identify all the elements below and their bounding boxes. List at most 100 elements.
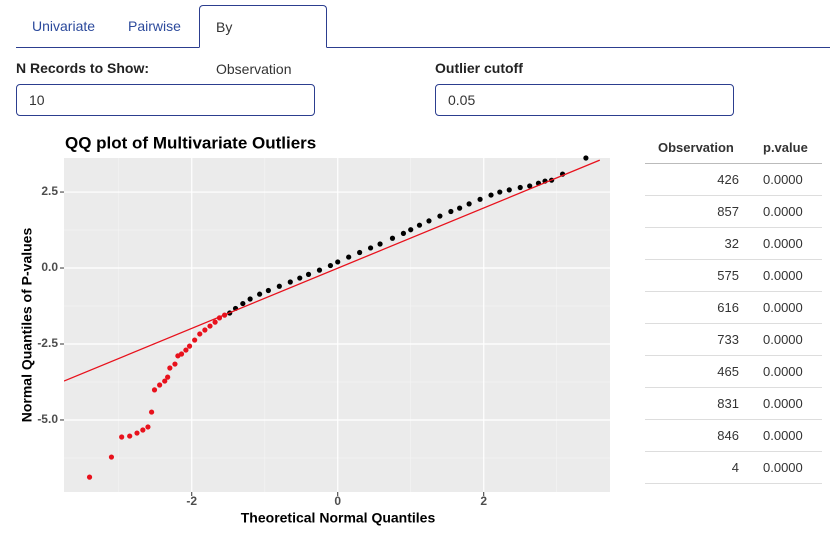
table-header: Observation p.value: [645, 132, 822, 164]
x-tick-label: 2: [480, 494, 487, 508]
tab-bar: Univariate Pairwise By Observation: [16, 5, 830, 77]
table-cell: 0.0000: [763, 172, 803, 187]
table-cell: 733: [717, 332, 739, 347]
table-row: 4 0.0000: [645, 452, 822, 484]
input-label: N Records to Show:: [16, 60, 150, 76]
reference-line: [64, 159, 601, 382]
data-point: [148, 409, 155, 415]
data-point: [377, 241, 383, 247]
chart-title: QQ plot of Multivariate Outliers: [65, 133, 316, 152]
table-cell: 465: [717, 364, 739, 379]
data-point: [389, 235, 396, 241]
table-cell: 616: [717, 300, 739, 315]
data-point: [186, 343, 193, 349]
data-point: [134, 430, 140, 436]
data-point: [426, 218, 432, 224]
data-point: [367, 245, 374, 251]
data-point: [202, 327, 208, 333]
data-point: [400, 230, 407, 236]
data-point: [488, 192, 494, 198]
x-tick-label: -2: [186, 494, 197, 508]
data-point: [240, 300, 246, 307]
data-point: [466, 201, 472, 207]
data-point: [497, 189, 503, 195]
data-point: [416, 222, 423, 228]
data-point: [178, 351, 185, 357]
data-point: [357, 249, 363, 256]
data-point: [457, 205, 463, 211]
data-point: [316, 267, 323, 273]
data-point: [157, 382, 163, 388]
table-row: 32 0.0000: [645, 228, 822, 260]
data-point: [197, 331, 203, 337]
data-point: [276, 283, 282, 289]
tab-active[interactable]: By Observation: [199, 5, 327, 77]
plot-panel: [64, 158, 610, 492]
data-point: [247, 296, 253, 302]
table-row: 733 0.0000: [645, 324, 822, 356]
data-point: [151, 387, 158, 393]
table-cell: 426: [717, 172, 739, 187]
tab[interactable]: Pairwise: [128, 18, 181, 34]
data-point: [327, 262, 334, 269]
y-tick-label: 0.0: [41, 260, 58, 274]
y-tick-label: -5.0: [37, 412, 58, 426]
data-point: [265, 287, 271, 294]
table-cell: 846: [717, 428, 739, 443]
table-row: 857 0.0000: [645, 196, 822, 228]
table-row: 831 0.0000: [645, 388, 822, 420]
text-input[interactable]: 0.05: [435, 84, 734, 116]
table-cell: 0.0000: [763, 396, 803, 411]
table-cell: 857: [717, 204, 739, 219]
data-point: [183, 347, 189, 353]
data-point: [212, 319, 218, 325]
data-point: [305, 271, 312, 277]
tab[interactable]: Univariate: [32, 18, 96, 34]
text-input[interactable]: 10: [16, 84, 315, 116]
data-point: [408, 227, 414, 233]
data-point: [527, 183, 533, 189]
data-point: [127, 433, 133, 439]
data-point: [506, 187, 512, 193]
data-point: [167, 365, 173, 371]
data-point: [119, 434, 125, 440]
data-point: [86, 474, 93, 480]
input-label: Outlier cutoff: [435, 60, 523, 76]
table-cell: 4: [731, 460, 739, 475]
y-tick-label: -2.5: [37, 336, 58, 350]
table: Observation p.value 426 0.0000 857 0.0000 32…: [645, 132, 822, 484]
table-row: 575 0.0000: [645, 260, 822, 292]
table-cell: 0.0000: [763, 332, 803, 347]
data-point: [448, 208, 454, 215]
chart: QQ plot of Multivariate Outliers Theoret…: [19, 133, 610, 526]
data-point: [162, 378, 168, 384]
table-row: 616 0.0000: [645, 292, 822, 324]
table-row: 426 0.0000: [645, 164, 822, 196]
data-point: [207, 323, 213, 329]
data-point: [517, 184, 523, 191]
y-tick-label: 2.5: [41, 184, 58, 198]
table-cell: 0.0000: [763, 300, 803, 315]
table-cell: 0.0000: [763, 460, 803, 475]
y-axis-label: Normal Quantiles of P-values: [19, 228, 35, 423]
header-cell: p.value: [763, 140, 808, 155]
data-point: [165, 374, 171, 380]
data-point: [437, 213, 443, 219]
data-point: [583, 155, 589, 161]
x-tick-label: 0: [334, 494, 341, 508]
data-point: [192, 337, 198, 343]
table-cell: 0.0000: [763, 364, 803, 379]
data-point: [140, 427, 146, 433]
data-point: [477, 196, 483, 202]
data-point: [346, 254, 352, 260]
table-cell: 0.0000: [763, 204, 803, 219]
data-point: [335, 259, 341, 265]
table-row: 465 0.0000: [645, 356, 822, 388]
table-row: 846 0.0000: [645, 420, 822, 452]
table-cell: 575: [717, 268, 739, 283]
table-cell: 0.0000: [763, 428, 803, 443]
data-point: [297, 275, 303, 281]
data-point: [257, 291, 263, 297]
data-point: [287, 279, 293, 285]
